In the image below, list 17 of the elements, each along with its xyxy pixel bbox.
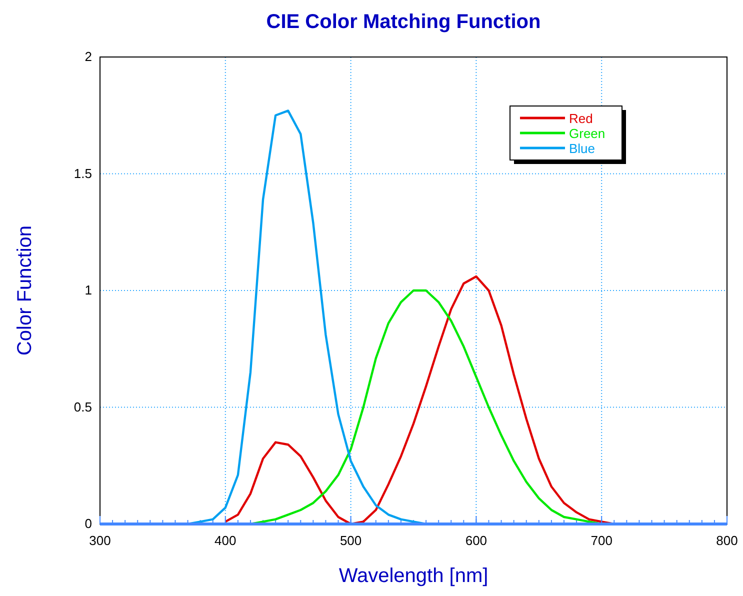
x-tick-label: 500 [340,533,362,548]
y-tick-label: 1 [84,282,92,298]
legend-label: Blue [569,141,596,156]
y-tick-label: 0 [84,516,92,531]
x-tick-label: 400 [214,533,236,548]
x-tick-label: 800 [716,533,738,548]
legend-label: Red [569,111,593,126]
y-axis-title: Color Function [14,225,36,356]
y-tick-label: 0.5 [74,399,92,414]
x-tick-label: 700 [590,533,612,548]
y-tick-label: 1.5 [74,166,92,181]
legend-label: Green [569,126,606,141]
x-tick-label: 300 [89,533,111,548]
y-tick-label: 2 [84,49,92,64]
chart-title: CIE Color Matching Function [266,11,541,33]
x-axis-title: Wavelength [nm] [338,565,488,587]
x-tick-label: 600 [465,533,488,548]
